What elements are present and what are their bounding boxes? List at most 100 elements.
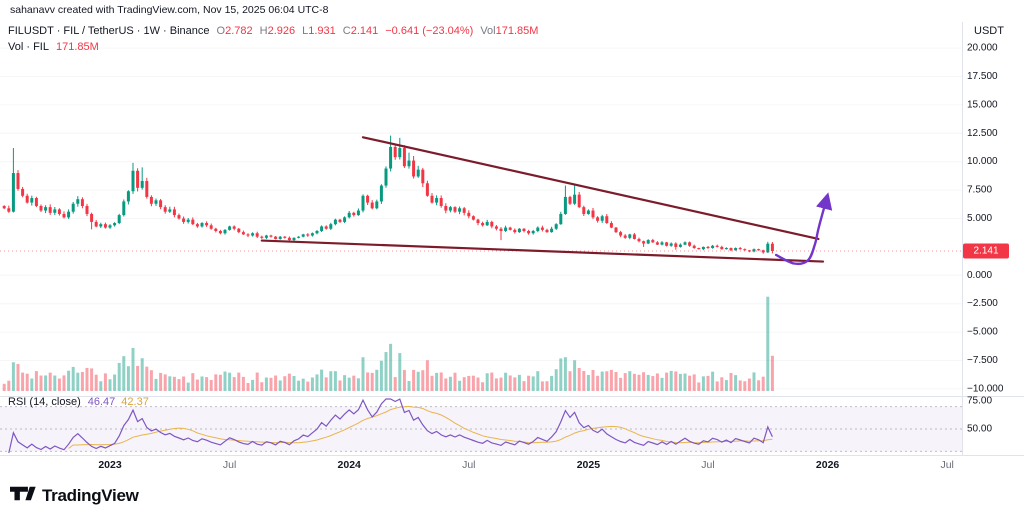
candle: [375, 199, 379, 210]
candle-body: [573, 194, 577, 204]
attribution-text: sahanavv created with TradingView.com, N…: [10, 4, 329, 16]
volume-bar: [637, 374, 641, 391]
volume-bar: [508, 375, 512, 391]
candle-body: [665, 242, 669, 246]
volume-bar: [126, 366, 130, 391]
volume-bar: [614, 371, 618, 391]
candle-body: [577, 194, 581, 208]
candle-body: [113, 223, 117, 226]
volume-bar: [536, 371, 540, 391]
volume-label: Vol: [480, 25, 496, 37]
candle-body: [34, 198, 38, 207]
volume-bar: [2, 383, 6, 391]
price-axis-scale[interactable]: [962, 22, 1024, 455]
volume-bar: [462, 377, 466, 391]
candle-body: [53, 209, 57, 213]
candle-body: [669, 243, 673, 246]
candle: [586, 209, 590, 215]
candle: [568, 195, 572, 205]
candle-body: [237, 228, 241, 233]
chart-canvas[interactable]: USDT 20.000 17.500 15.000 12.500 10.000 7.500 5…: [0, 0, 1024, 478]
candle: [131, 162, 135, 194]
candle: [669, 242, 673, 247]
time-axis-label: 2024: [338, 459, 362, 471]
volume-legend: Vol · FIL 171.85M: [8, 41, 99, 54]
candle-body: [448, 207, 452, 211]
candle-body: [209, 225, 213, 229]
candle-body: [320, 226, 324, 231]
candle-body: [232, 226, 236, 229]
breakout-arrow[interactable]: [774, 192, 833, 266]
candle: [605, 214, 609, 224]
candle: [48, 204, 52, 215]
candle-body: [251, 233, 255, 236]
volume-row-label: Vol · FIL: [8, 41, 49, 53]
open-value: 2.782: [225, 25, 253, 37]
volume-bar: [25, 373, 29, 391]
candle-body: [122, 201, 126, 216]
volume-value: 171.85M: [495, 25, 539, 37]
price-axis-label: 5.000: [967, 213, 992, 224]
candle-body: [90, 213, 94, 222]
tradingview-footer[interactable]: TradingView: [10, 483, 139, 509]
candle-body: [241, 232, 245, 235]
trendline-upper-wedge[interactable]: [361, 136, 820, 241]
candle-body: [246, 234, 250, 236]
candle-body: [504, 227, 508, 231]
candle-body: [559, 213, 563, 225]
volume-bar: [108, 379, 112, 391]
candle: [384, 166, 388, 188]
volume-bar: [577, 367, 581, 391]
candle-body: [651, 240, 655, 243]
time-axis-scale[interactable]: [0, 456, 1024, 476]
candle: [94, 220, 98, 228]
candle: [517, 228, 521, 233]
volume-bar: [421, 370, 425, 391]
candle: [393, 143, 397, 160]
candle-body: [600, 216, 604, 221]
candle-body: [7, 208, 11, 212]
price-axis-label: −7.500: [967, 355, 998, 366]
candle: [720, 245, 724, 250]
candle-body: [688, 242, 692, 246]
candle-body: [389, 146, 393, 169]
volume-bar: [752, 372, 756, 391]
volume-bar: [711, 371, 715, 391]
volume-bar: [34, 371, 38, 391]
trendline-lower-wedge[interactable]: [260, 239, 825, 263]
volume-bar: [674, 371, 678, 391]
candle: [628, 233, 632, 240]
volume-bar: [306, 381, 310, 391]
candle-body: [44, 207, 48, 211]
candle-body: [200, 223, 204, 227]
axis-currency-label: USDT: [974, 25, 1004, 37]
volume-bar: [186, 382, 190, 391]
time-axis-label: 2025: [577, 459, 601, 471]
price-pane-canvas[interactable]: [0, 22, 962, 396]
candle-body: [186, 219, 190, 222]
volume-bar: [159, 372, 163, 391]
candle-body: [540, 227, 544, 230]
volume-bar: [356, 378, 360, 391]
volume-bar: [287, 373, 291, 391]
candle: [379, 184, 383, 204]
candle: [232, 225, 236, 231]
candle-body: [674, 243, 678, 247]
candle: [30, 195, 34, 206]
volume-bar: [729, 372, 733, 391]
volume-bar: [499, 377, 503, 391]
volume-bar: [467, 375, 471, 391]
candle-body: [85, 206, 89, 214]
volume-bar: [453, 372, 457, 391]
volume-bar: [163, 374, 167, 391]
candle: [67, 209, 71, 219]
volume-bar: [527, 375, 531, 391]
volume-bar: [678, 373, 682, 391]
close-value: 2.141: [350, 25, 379, 37]
candle: [458, 206, 462, 215]
candle-body: [683, 242, 687, 245]
candle-body: [715, 245, 719, 247]
candle: [76, 196, 80, 207]
candle: [333, 218, 337, 226]
candle: [591, 207, 595, 220]
